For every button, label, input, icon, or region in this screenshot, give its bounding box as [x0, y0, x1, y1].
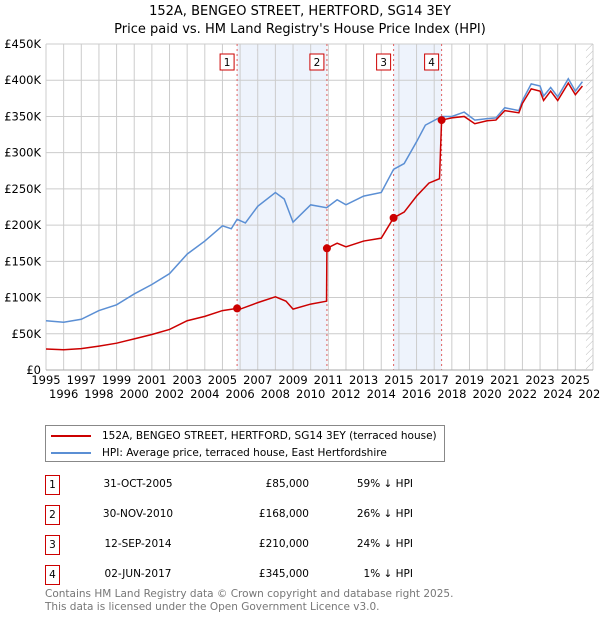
transaction-row: 1 31-OCT-2005 £85,000 59% ↓ HPI — [45, 475, 465, 495]
legend-swatch-hpi — [51, 452, 91, 454]
title-line-1: 152A, BENGEO STREET, HERTFORD, SG14 3EY — [149, 4, 451, 19]
transaction-price: £168,000 — [258, 508, 309, 520]
y-tick-label: £50K — [12, 327, 42, 341]
x-tick-label: 2005 — [208, 373, 237, 387]
footer-line-2: This data is licensed under the Open Gov… — [45, 601, 380, 613]
x-tick-label: 1997 — [67, 373, 96, 387]
x-tick-label: 1998 — [84, 387, 113, 401]
sale-point — [437, 116, 446, 125]
sale-point — [233, 304, 242, 313]
transaction-date: 30-NOV-2010 — [102, 508, 174, 520]
transaction-hpi-diff: 26% ↓ HPI — [356, 508, 413, 520]
sale-point — [322, 244, 331, 253]
x-tick-label: 2007 — [243, 373, 272, 387]
x-tick-label: 1996 — [49, 387, 78, 401]
x-tick-label: 2009 — [278, 373, 307, 387]
y-tick-label: £350K — [4, 109, 41, 123]
transaction-row: 3 12-SEP-2014 £210,000 24% ↓ HPI — [45, 535, 465, 555]
sale-marker-number: 1 — [224, 57, 231, 69]
y-tick-label: £0 — [26, 363, 41, 377]
x-tick-label: 2020 — [472, 387, 501, 401]
transaction-price: £85,000 — [265, 478, 309, 490]
x-tick-label: 2000 — [120, 387, 149, 401]
transaction-number: 4 — [45, 565, 60, 585]
sale-marker-number: 4 — [428, 57, 435, 69]
x-tick-label: 2015 — [384, 373, 413, 387]
x-tick-label: 2011 — [314, 373, 343, 387]
x-tick-label: 2006 — [225, 387, 254, 401]
transaction-number: 3 — [45, 535, 60, 555]
x-tick-label: 2012 — [331, 387, 360, 401]
x-tick-label: 2004 — [190, 387, 219, 401]
sale-marker-box — [376, 53, 392, 71]
x-tick-label: 2010 — [296, 387, 325, 401]
y-tick-label: £100K — [4, 291, 41, 305]
chart-title: 152A, BENGEO STREET, HERTFORD, SG14 3EY … — [0, 3, 600, 39]
sale-marker-label: 4 — [424, 53, 440, 71]
legend-item-hpi: HPI: Average price, terraced house, East… — [51, 445, 387, 461]
transaction-hpi-diff: 59% ↓ HPI — [356, 478, 413, 490]
y-tick-label: £450K — [4, 37, 41, 51]
sale-marker-box — [424, 53, 440, 71]
transaction-row: 2 30-NOV-2010 £168,000 26% ↓ HPI — [45, 505, 465, 525]
hpi-line — [45, 77, 584, 323]
title-line-2: Price paid vs. HM Land Registry's House … — [114, 22, 486, 37]
legend-label-property: 152A, BENGEO STREET, HERTFORD, SG14 3EY … — [102, 430, 437, 442]
sale-marker-box — [309, 53, 325, 71]
sale-marker-number: 2 — [314, 57, 321, 69]
sale-marker-label: 1 — [219, 53, 235, 71]
x-tick-label: 2024 — [543, 387, 572, 401]
x-tick-label: 2001 — [137, 373, 166, 387]
transaction-hpi-diff: 1% ↓ HPI — [363, 568, 413, 580]
transaction-price: £210,000 — [258, 538, 309, 550]
property-price-line — [45, 81, 583, 351]
transaction-date: 31-OCT-2005 — [103, 478, 173, 490]
x-tick-label: 2017 — [420, 373, 449, 387]
x-tick-label: 2008 — [261, 387, 290, 401]
legend-swatch-property — [51, 435, 91, 437]
footer: Contains HM Land Registry data © Crown c… — [45, 588, 453, 614]
x-tick-label: 1999 — [102, 373, 131, 387]
x-tick-label: 1995 — [31, 373, 60, 387]
x-tick-label: 2021 — [490, 373, 519, 387]
x-tick-label: 2022 — [508, 387, 537, 401]
x-tick-label: 2016 — [402, 387, 431, 401]
transaction-number: 1 — [45, 475, 60, 495]
x-tick-label: 2003 — [173, 373, 202, 387]
y-tick-label: £200K — [4, 218, 41, 232]
sale-marker-label: 2 — [309, 53, 325, 71]
x-tick-label: 2013 — [349, 373, 378, 387]
transaction-hpi-diff: 24% ↓ HPI — [356, 538, 413, 550]
x-tick-label: 2002 — [155, 387, 184, 401]
y-tick-label: £250K — [4, 182, 41, 196]
legend-label-hpi: HPI: Average price, terraced house, East… — [102, 447, 387, 459]
shaded-period-1-2 — [237, 44, 327, 370]
y-tick-label: £300K — [4, 146, 41, 160]
x-tick-label: 2025 — [561, 373, 590, 387]
x-tick-label: 2019 — [455, 373, 484, 387]
x-tick-label: 2018 — [437, 387, 466, 401]
sale-marker-label: 3 — [376, 53, 392, 71]
y-tick-label: £400K — [4, 73, 41, 87]
legend-item-property: 152A, BENGEO STREET, HERTFORD, SG14 3EY … — [51, 428, 437, 444]
x-tick-label: 2026 — [578, 387, 600, 401]
x-tick-label: 2014 — [367, 387, 396, 401]
forecast-hatch — [585, 44, 593, 370]
transaction-number: 2 — [45, 505, 60, 525]
legend: 152A, BENGEO STREET, HERTFORD, SG14 3EY … — [45, 425, 445, 462]
price-chart: 1995199619971998199920002001200220032004… — [4, 37, 600, 401]
shaded-period-3-4 — [393, 44, 442, 370]
sale-marker-box — [219, 53, 235, 71]
transaction-row: 4 02-JUN-2017 £345,000 1% ↓ HPI — [45, 565, 465, 585]
transaction-date: 02-JUN-2017 — [104, 568, 172, 580]
transaction-date: 12-SEP-2014 — [104, 538, 172, 550]
transaction-price: £345,000 — [258, 568, 309, 580]
sale-point — [389, 213, 398, 222]
footer-line-1: Contains HM Land Registry data © Crown c… — [45, 588, 454, 600]
sale-marker-number: 3 — [380, 57, 387, 69]
y-tick-label: £150K — [4, 254, 41, 268]
x-tick-label: 2023 — [525, 373, 554, 387]
